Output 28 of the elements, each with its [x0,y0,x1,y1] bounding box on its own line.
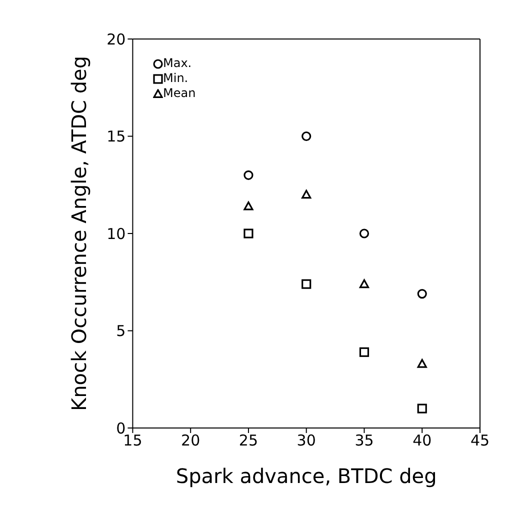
y-tick-label: 10 [106,224,126,243]
legend-label: Max. [163,56,192,71]
y-tick-label: 5 [116,322,126,340]
point [302,190,312,199]
x-tick-label: 30 [296,432,316,450]
x-tick-label: 25 [238,432,258,450]
point [359,228,370,238]
point [244,201,254,210]
y-tick-label: 0 [116,419,126,438]
legend-label: Mean [163,86,196,101]
x-tick-label: 35 [354,432,374,450]
point [244,170,254,180]
point [417,404,427,414]
point [359,347,370,357]
x-tick-label: 45 [470,432,490,450]
y-tick-label: 20 [106,30,126,48]
y-tick-label: 15 [106,128,126,146]
point [302,131,312,142]
point [417,288,427,299]
point [302,279,312,289]
y-axis-title: Knock Occurrence Angle, ATDC deg [66,56,91,412]
x-tick-label: 20 [181,432,200,450]
x-tick-label: 40 [412,432,432,450]
point [359,279,370,288]
point [417,359,427,368]
legend-label: Min. [163,71,188,86]
x-axis-title: Spark advance, BTDC deg [176,464,437,488]
point [244,228,254,238]
